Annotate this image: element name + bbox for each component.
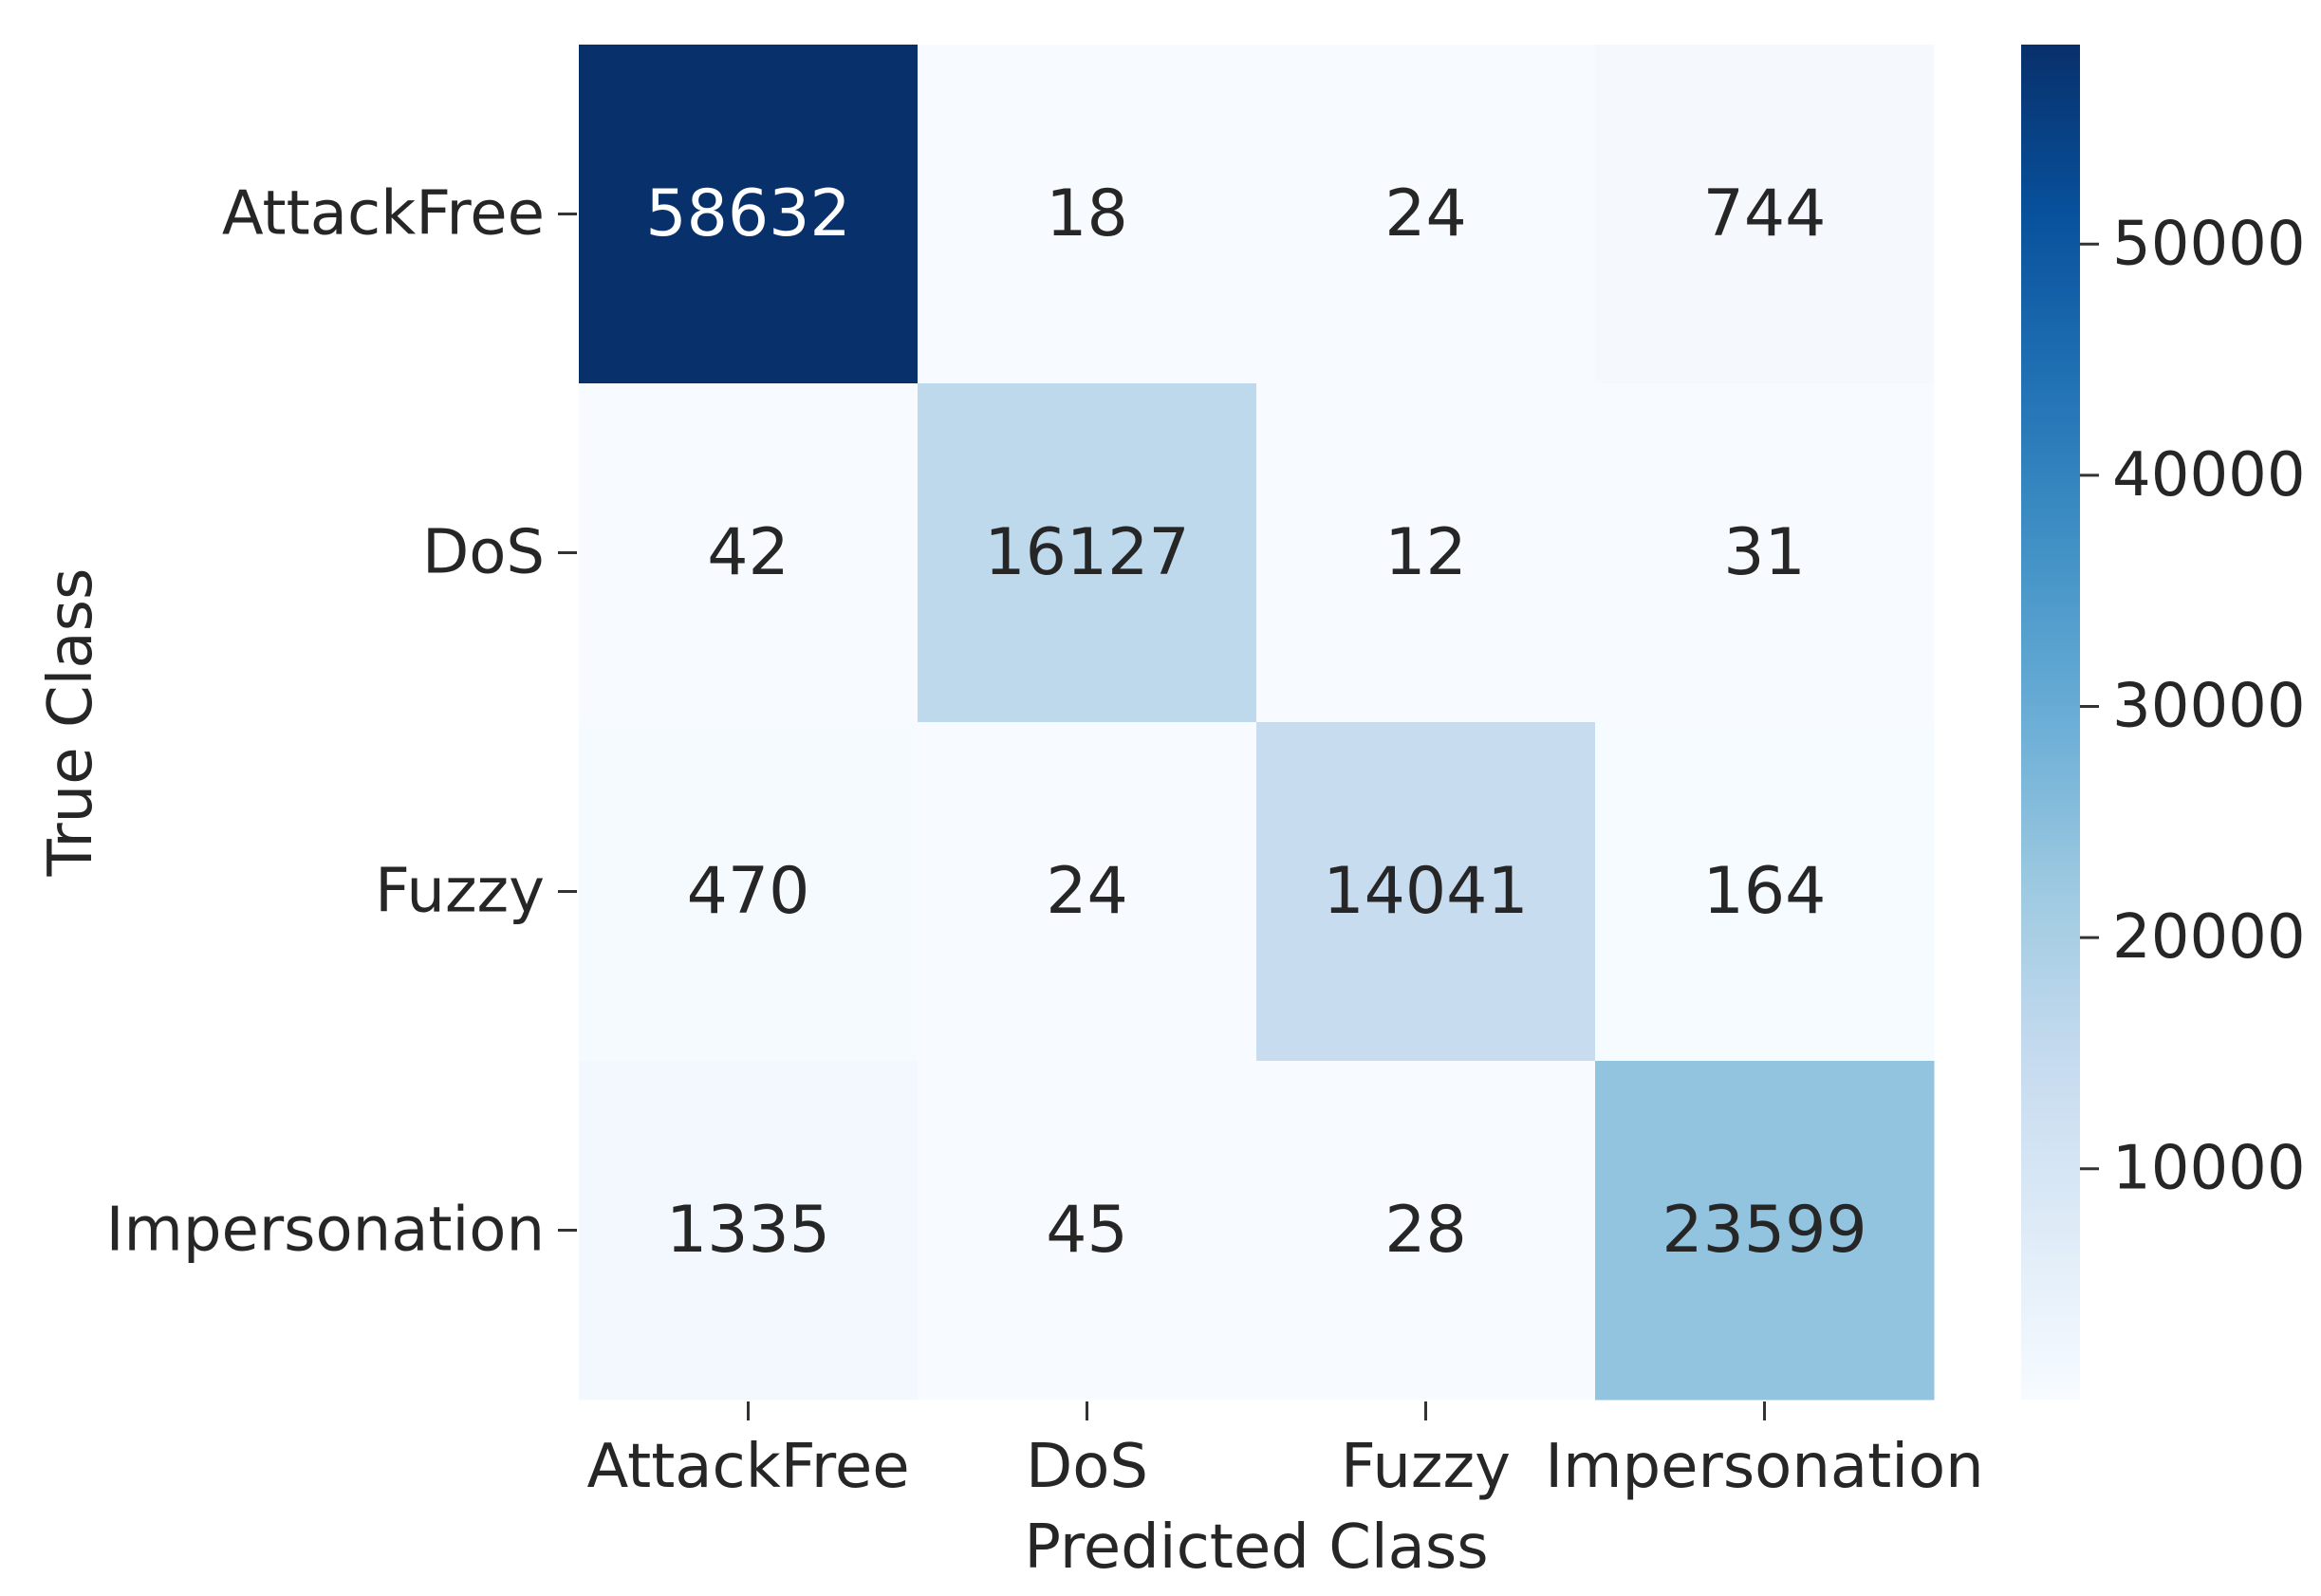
heatmap-cell-r1-c0: [579, 383, 919, 723]
cell-value-label: 45: [1046, 1193, 1128, 1268]
cell-value-label: 31: [1723, 515, 1806, 590]
y-axis: AttackFree DoS Fuzzy Impersonation: [106, 179, 577, 1266]
x-tick-label: Impersonation: [1545, 1432, 1983, 1502]
colorbar-tick-label: 20000: [2112, 902, 2306, 973]
heatmap-cell-r1-c1: [918, 383, 1257, 723]
cell-value-label: 14041: [1323, 854, 1528, 929]
heatmap-cell-r3-c3: [1595, 1061, 1935, 1401]
heatmap-cell-r0-c1: [918, 45, 1257, 384]
x-tick-label: DoS: [1026, 1432, 1148, 1502]
y-tick-label: Fuzzy: [375, 857, 545, 927]
cell-value-label: 58632: [645, 176, 850, 251]
y-tick-label: DoS: [422, 518, 545, 588]
cell-value-label: 28: [1384, 1193, 1467, 1268]
x-tick-label: Fuzzy: [1341, 1432, 1511, 1502]
heatmap-cell-r1-c2: [1256, 383, 1596, 723]
heatmap-cell-r2-c1: [918, 722, 1257, 1062]
cell-value-label: 744: [1703, 176, 1827, 251]
heatmap-cell-r0-c3: [1595, 45, 1935, 384]
heatmap-cell-r2-c0: [579, 722, 919, 1062]
cell-value-label: 12: [1384, 515, 1467, 590]
heatmap-cell-r3-c0: [579, 1061, 919, 1401]
colorbar-tick-label: 50000: [2112, 209, 2306, 279]
heatmap-cell-r3-c1: [918, 1061, 1257, 1401]
x-axis-label: Predicted Class: [1024, 1512, 1488, 1583]
cell-value-label: 16127: [984, 515, 1189, 590]
x-axis: AttackFree DoS Fuzzy Impersonation: [586, 1401, 1984, 1502]
colorbar-tick-label: 40000: [2112, 440, 2306, 510]
x-tick-label: AttackFree: [586, 1432, 909, 1502]
heatmap-cell-labels: 58632 18 24 744 42 16127 12 31 470 24 14041 164 1335…: [645, 176, 1866, 1268]
cell-value-label: 1335: [666, 1193, 830, 1268]
colorbar-ticks: 10000 20000 30000 40000 50000: [2080, 209, 2306, 1204]
cell-value-label: 23599: [1662, 1193, 1866, 1268]
y-axis-label: True Class: [36, 568, 106, 878]
cell-value-label: 18: [1046, 176, 1128, 251]
colorbar-tick-label: 30000: [2112, 671, 2306, 741]
heatmap-cell-r1-c3: [1595, 383, 1935, 723]
heatmap-cell-r2-c2: [1256, 722, 1596, 1062]
heatmap-cell-r0-c2: [1256, 45, 1596, 384]
y-tick-label: AttackFree: [222, 179, 545, 250]
cell-value-label: 42: [707, 515, 789, 590]
colorbar: 10000 20000 30000 40000 50000: [2021, 45, 2306, 1400]
y-tick-label: Impersonation: [106, 1196, 545, 1266]
cell-value-label: 470: [687, 854, 810, 929]
cell-value-label: 24: [1046, 854, 1128, 929]
cell-value-label: 164: [1703, 854, 1827, 929]
colorbar-tick-label: 10000: [2112, 1134, 2306, 1204]
heatmap-cells: [579, 45, 1935, 1401]
heatmap-cell-r0-c0: [579, 45, 919, 384]
heatmap-cell-r2-c3: [1595, 722, 1935, 1062]
cell-value-label: 24: [1384, 176, 1467, 251]
heatmap-cell-r3-c2: [1256, 1061, 1596, 1401]
colorbar-gradient: [2021, 45, 2080, 1400]
